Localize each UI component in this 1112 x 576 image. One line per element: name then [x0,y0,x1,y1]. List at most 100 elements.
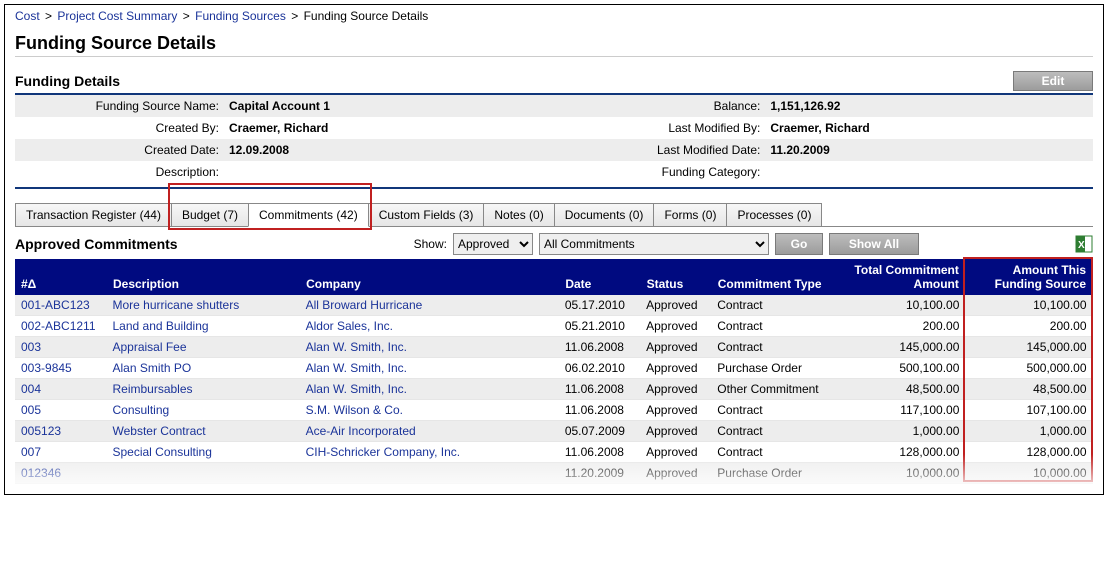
link-id[interactable]: 004 [21,382,41,396]
cell-id: 002-ABC1211 [15,316,106,337]
value-created-by: Craemer, Richard [225,117,556,139]
cell-date: 05.07.2009 [559,421,640,442]
link-company[interactable]: CIH-Schricker Company, Inc. [306,445,460,459]
breadcrumb: Cost > Project Cost Summary > Funding So… [15,7,1093,27]
cell-company: Alan W. Smith, Inc. [300,337,559,358]
funding-details-header: Funding Details Edit [15,71,1093,95]
cell-amount: 500,000.00 [965,358,1092,379]
link-desc[interactable]: Alan Smith PO [112,361,191,375]
link-id[interactable]: 005 [21,403,41,417]
col-header-date[interactable]: Date [559,259,640,295]
cell-desc: Alan Smith PO [106,358,299,379]
link-id[interactable]: 007 [21,445,41,459]
cell-total: 1,000.00 [843,421,965,442]
link-desc[interactable]: Special Consulting [112,445,211,459]
link-company[interactable]: S.M. Wilson & Co. [306,403,403,417]
cell-company: All Broward Hurricane [300,295,559,316]
tab-2[interactable]: Commitments (42) [248,203,369,227]
cell-status: Approved [640,337,711,358]
cell-desc: Special Consulting [106,442,299,463]
value-modified-by: Craemer, Richard [766,117,1093,139]
funding-details-table: Funding Source Name: Capital Account 1 B… [15,95,1093,183]
cell-desc [106,463,299,484]
col-header-status[interactable]: Status [640,259,711,295]
col-header-ctype[interactable]: Commitment Type [711,259,843,295]
cell-amount: 107,100.00 [965,400,1092,421]
col-header-total[interactable]: Total Commitment Amount [843,259,965,295]
cell-amount: 10,100.00 [965,295,1092,316]
tab-4[interactable]: Notes (0) [483,203,554,226]
link-id[interactable]: 003-9845 [21,361,72,375]
link-id[interactable]: 001-ABC123 [21,298,90,312]
tab-1[interactable]: Budget (7) [171,203,249,226]
tab-6[interactable]: Forms (0) [653,203,727,226]
cell-total: 10,100.00 [843,295,965,316]
cell-status: Approved [640,421,711,442]
crumb-summary[interactable]: Project Cost Summary [57,9,177,23]
cell-id: 007 [15,442,106,463]
label-description: Description: [15,161,225,183]
cell-date: 06.02.2010 [559,358,640,379]
link-desc[interactable]: Land and Building [112,319,208,333]
link-company[interactable]: Aldor Sales, Inc. [306,319,393,333]
link-id[interactable]: 012346 [21,466,61,480]
label-created-date: Created Date: [15,139,225,161]
tab-3[interactable]: Custom Fields (3) [368,203,485,226]
link-company[interactable]: Ace-Air Incorporated [306,424,416,438]
value-modified-date: 11.20.2009 [766,139,1093,161]
cell-ctype: Other Commitment [711,379,843,400]
value-category [766,161,1093,183]
cell-amount: 48,500.00 [965,379,1092,400]
cell-ctype: Contract [711,400,843,421]
link-company[interactable]: Alan W. Smith, Inc. [306,382,407,396]
col-header-id[interactable]: #Δ [15,259,106,295]
page-title: Funding Source Details [15,33,1093,57]
crumb-sep: > [289,9,300,23]
cell-desc: More hurricane shutters [106,295,299,316]
cell-status: Approved [640,358,711,379]
tab-0[interactable]: Transaction Register (44) [15,203,172,226]
link-desc[interactable]: Appraisal Fee [112,340,186,354]
link-id[interactable]: 005123 [21,424,61,438]
tab-7[interactable]: Processes (0) [726,203,822,226]
link-company[interactable]: Alan W. Smith, Inc. [306,340,407,354]
cell-company: Aldor Sales, Inc. [300,316,559,337]
link-company[interactable]: All Broward Hurricane [306,298,423,312]
link-desc[interactable]: More hurricane shutters [112,298,239,312]
show-all-button[interactable]: Show All [829,233,919,255]
go-button[interactable]: Go [775,233,823,255]
crumb-cost[interactable]: Cost [15,9,40,23]
table-row: 005 Consulting S.M. Wilson & Co. 11.06.2008… [15,400,1093,421]
col-header-company[interactable]: Company [300,259,559,295]
type-select[interactable]: All Commitments [539,233,769,255]
cell-company: Ace-Air Incorporated [300,421,559,442]
link-desc[interactable]: Consulting [112,403,169,417]
cell-desc: Consulting [106,400,299,421]
cell-company: Alan W. Smith, Inc. [300,358,559,379]
cell-date: 11.06.2008 [559,337,640,358]
link-desc[interactable]: Webster Contract [112,424,205,438]
grid-section-title: Approved Commitments [15,236,178,252]
link-id[interactable]: 002-ABC1211 [21,319,96,333]
col-header-amount[interactable]: Amount This Funding Source [965,259,1092,295]
cell-total: 10,000.00 [843,463,965,484]
cell-date: 05.17.2010 [559,295,640,316]
cell-date: 11.06.2008 [559,379,640,400]
table-row: 01234611.20.2009ApprovedPurchase Order10… [15,463,1093,484]
value-balance: 1,151,126.92 [766,95,1093,117]
cell-date: 11.06.2008 [559,400,640,421]
col-header-desc[interactable]: Description [106,259,299,295]
link-company[interactable]: Alan W. Smith, Inc. [306,361,407,375]
commitments-grid: #ΔDescriptionCompanyDateStatusCommitment… [15,259,1093,484]
link-id[interactable]: 003 [21,340,41,354]
tab-5[interactable]: Documents (0) [554,203,655,226]
edit-button[interactable]: Edit [1013,71,1093,91]
cell-status: Approved [640,295,711,316]
show-label: Show: [414,237,447,251]
crumb-sources[interactable]: Funding Sources [195,9,286,23]
cell-desc: Appraisal Fee [106,337,299,358]
cell-ctype: Contract [711,316,843,337]
status-select[interactable]: Approved [453,233,533,255]
export-excel-icon[interactable]: X [1075,235,1093,253]
link-desc[interactable]: Reimbursables [112,382,192,396]
